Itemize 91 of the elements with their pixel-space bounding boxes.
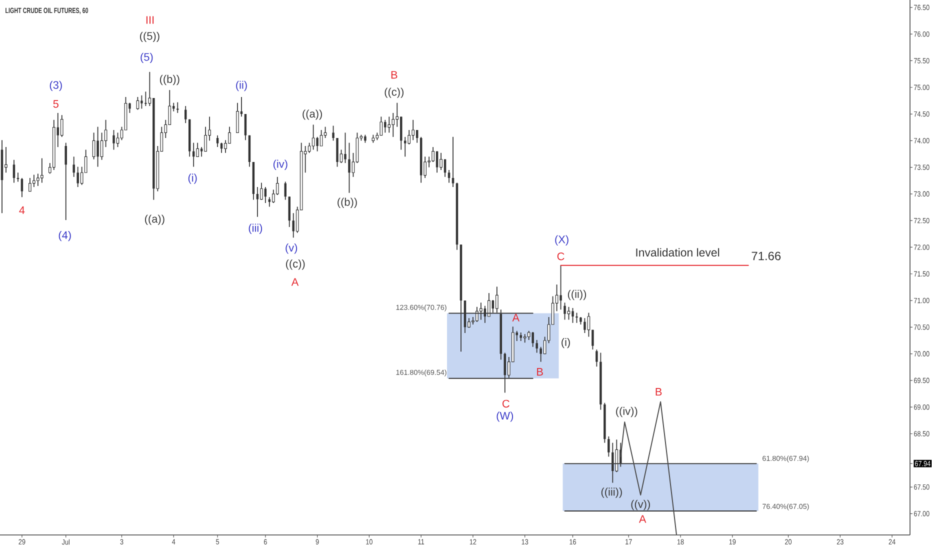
annotation: A <box>291 278 299 286</box>
candlestick <box>116 132 120 148</box>
candlestick <box>316 136 318 152</box>
candlestick <box>380 116 383 136</box>
candlestick <box>196 142 199 158</box>
candlestick <box>608 436 610 458</box>
annotation: ((c)) <box>384 88 404 98</box>
candlestick <box>523 334 526 344</box>
candlestick <box>344 132 346 164</box>
candlestick <box>584 318 586 334</box>
annotation: C <box>502 400 510 408</box>
annotation: ((ii)) <box>568 290 586 300</box>
annotation: (4) <box>58 230 71 242</box>
candlestick <box>416 130 418 144</box>
annotation: ((a)) <box>144 214 164 225</box>
annotation: B <box>656 388 662 396</box>
candlestick <box>312 124 315 150</box>
annotation: ((5)) <box>140 32 160 42</box>
annotation: 5 <box>53 100 58 108</box>
candlestick <box>288 196 290 228</box>
annotation: A <box>638 515 646 523</box>
annotation: (iv) <box>273 160 288 170</box>
annotation: (X) <box>555 235 568 246</box>
candlestick <box>448 170 450 184</box>
candlestick <box>572 308 574 324</box>
candlestick <box>216 134 219 148</box>
annotation: ((c)) <box>286 260 305 270</box>
candlestick <box>320 130 323 146</box>
candlestick <box>592 329 594 350</box>
annotation: ((b)) <box>338 198 357 208</box>
candlestick <box>596 349 598 368</box>
annotation: A <box>512 314 520 322</box>
candlestick <box>36 173 40 186</box>
annotation: Invalidation level <box>636 248 720 257</box>
candlestick <box>260 182 263 200</box>
candlestick <box>440 152 442 170</box>
annotation: B <box>537 368 543 376</box>
candlestick <box>404 136 406 158</box>
candlestick <box>28 178 32 192</box>
candlestick <box>536 340 538 354</box>
candlestick <box>32 174 36 188</box>
annotation: ((a)) <box>302 110 322 120</box>
annotation: (3) <box>50 80 62 92</box>
candlestick <box>60 114 64 138</box>
candlestick <box>532 332 534 348</box>
candlestick <box>452 136 454 188</box>
annotation: C <box>557 252 564 260</box>
annotation: B <box>391 71 398 79</box>
candlestick <box>140 94 143 110</box>
annotation: (ii) <box>236 80 247 92</box>
annotation: III <box>146 16 154 24</box>
candlestick <box>560 264 562 310</box>
candlestick <box>64 142 67 221</box>
candlestick <box>12 159 16 184</box>
candlestick <box>436 150 438 174</box>
candlestick <box>40 158 44 184</box>
annotation: (i) <box>188 174 197 184</box>
candlestick <box>388 116 391 134</box>
annotation: ((b)) <box>160 74 180 86</box>
candlestick <box>20 178 24 198</box>
annotation: ((iii)) <box>601 488 622 498</box>
candlestick <box>612 442 614 484</box>
candlestick <box>615 439 618 473</box>
candlestick <box>564 302 566 320</box>
candlestick <box>236 102 239 134</box>
candlestick <box>332 125 334 142</box>
candlestick <box>392 112 395 138</box>
annotation: ((iv)) <box>616 406 638 418</box>
candlestick <box>348 142 350 194</box>
candlestick <box>176 102 179 114</box>
candlestick <box>587 312 590 338</box>
candlestick <box>96 126 99 168</box>
candlestick <box>527 330 530 340</box>
annotation: (5) <box>140 52 153 64</box>
annotation: (i) <box>562 338 570 348</box>
candlestick <box>244 114 247 141</box>
annotation: (iii) <box>248 224 262 234</box>
candlestick <box>204 126 207 152</box>
candlestick <box>408 130 411 145</box>
annotation: ((v)) <box>631 500 650 510</box>
candlestick <box>112 130 115 150</box>
candlestick <box>256 186 259 218</box>
annotation: 4 <box>19 206 25 214</box>
candlestick <box>144 91 148 106</box>
annotation: (W) <box>496 412 514 422</box>
candlestick <box>336 138 338 168</box>
annotation: 71.66 <box>752 252 781 260</box>
candlestick <box>576 312 578 324</box>
candlestick <box>412 119 415 141</box>
annotation: (v) <box>286 244 298 254</box>
candlestick <box>72 156 75 178</box>
